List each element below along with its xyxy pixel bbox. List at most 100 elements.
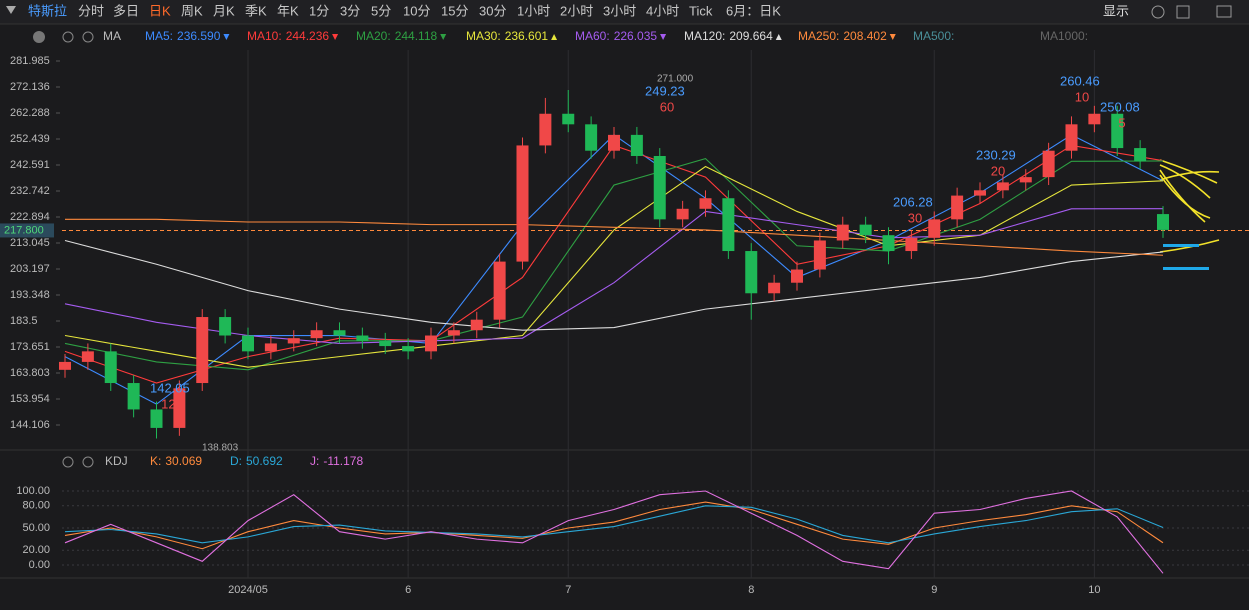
tab[interactable]: 3小时 — [603, 3, 636, 18]
trend-arrow — [551, 34, 558, 40]
trend-arrow — [223, 34, 230, 40]
annotation-sub: 30 — [908, 210, 922, 225]
symbol[interactable]: 特斯拉 — [28, 3, 67, 18]
ma-line — [64, 239, 1164, 331]
y-tick-label: 183.5 — [10, 315, 38, 327]
tab[interactable]: 4小时 — [646, 3, 679, 18]
forecast-band — [1163, 267, 1209, 270]
legend-name: MA30: — [466, 29, 501, 43]
y-tick-label: 20.00 — [22, 544, 50, 556]
tab[interactable]: 5分 — [371, 3, 391, 18]
tab[interactable]: 年K — [277, 3, 299, 18]
dropdown-icon[interactable] — [6, 6, 16, 14]
legend-value: 50.692 — [246, 454, 283, 468]
candle-body — [150, 409, 163, 428]
legend-name: J: — [310, 454, 319, 468]
annotation: 271.000 — [657, 74, 694, 85]
settings-icon[interactable] — [1151, 5, 1165, 19]
tab[interactable]: 30分 — [479, 3, 506, 18]
tab[interactable]: 1小时 — [517, 3, 550, 18]
display-menu[interactable]: 显示 — [1103, 3, 1129, 18]
candle-body — [1019, 177, 1032, 183]
ma-line — [64, 158, 1164, 371]
indicator-name: MA — [103, 29, 121, 43]
tab[interactable]: 1分 — [309, 3, 329, 18]
candle-body — [333, 330, 346, 336]
legend-value: 244.118 — [395, 29, 438, 43]
screenshot-icon[interactable] — [1216, 5, 1232, 18]
legend-name: D: — [230, 454, 242, 468]
forecast-band — [1163, 244, 1199, 247]
candle-body — [81, 351, 94, 362]
tab[interactable]: 10分 — [403, 3, 430, 18]
y-tick-label: 153.954 — [10, 393, 50, 405]
candle-body — [173, 388, 186, 428]
forecast-line — [1159, 164, 1211, 199]
last-price-label: 217.800 — [4, 224, 44, 236]
candle-body — [859, 224, 872, 236]
legend-name: MA20: — [356, 29, 391, 43]
legend-name: MA1000: — [1040, 29, 1088, 43]
ma-line — [64, 490, 1164, 574]
annotation: 260.46 — [1060, 73, 1100, 88]
toolbar-bg — [0, 0, 1249, 24]
collapse-icon[interactable] — [33, 31, 45, 43]
annotation-sub: 10 — [1075, 89, 1089, 104]
legend-value: -11.178 — [323, 454, 363, 468]
checkbox[interactable] — [1176, 5, 1190, 19]
y-tick-label: 0.00 — [29, 559, 50, 571]
y-tick-label: 252.439 — [10, 133, 50, 145]
candle-body — [516, 145, 529, 262]
trend-arrow — [889, 34, 896, 40]
candle-body — [470, 319, 483, 331]
candle-body — [1065, 124, 1078, 151]
annotation: 249.23 — [645, 83, 685, 98]
forecast-line — [1159, 174, 1211, 219]
candle-body — [425, 335, 437, 352]
candle-body — [219, 317, 232, 336]
plots: 特斯拉 分时 多日 日K 周K 月K 季K 年K 1分 3分 5分 10分 15分 30分 1小时 2小时 3小… — [0, 3, 1249, 596]
tab[interactable]: 月K — [213, 3, 235, 18]
tab[interactable]: 季K — [245, 3, 267, 18]
tab[interactable]: 3分 — [340, 3, 360, 18]
candle-body — [310, 330, 323, 339]
ma-line — [64, 501, 1164, 550]
annotation: 250.08 — [1100, 99, 1140, 114]
x-tick-label: 9 — [931, 584, 937, 596]
tab[interactable]: 日K — [149, 3, 171, 18]
candle-body — [493, 261, 506, 320]
candle-body — [356, 335, 369, 341]
settings-icon[interactable] — [62, 456, 74, 468]
candle-body — [951, 195, 964, 220]
settings-icon[interactable] — [62, 31, 74, 43]
legend-name: MA120: — [684, 29, 725, 43]
tab[interactable]: 多日 — [113, 3, 139, 18]
tab[interactable]: 6月：日K — [726, 3, 781, 18]
candle-body — [1088, 113, 1101, 125]
candle-body — [379, 340, 392, 347]
y-tick-label: 144.106 — [10, 419, 50, 431]
candle-body — [768, 282, 781, 294]
tab[interactable]: 分时 — [78, 3, 104, 18]
candle-body — [104, 351, 117, 384]
y-tick-label: 100.00 — [16, 485, 50, 497]
candle-body — [791, 269, 803, 283]
tab[interactable]: Tick — [689, 3, 713, 18]
forecast-line — [1159, 159, 1218, 184]
tab[interactable]: 2小时 — [560, 3, 593, 18]
close-icon[interactable] — [82, 456, 94, 468]
legend-name: MA10: — [247, 29, 282, 43]
legend-value: 236.601 — [505, 29, 549, 43]
y-tick-label: 262.288 — [10, 107, 50, 119]
candle-body — [1111, 113, 1124, 149]
y-tick-label: 50.00 — [22, 522, 50, 534]
candle-body — [127, 383, 140, 410]
legend-value: 30.069 — [165, 454, 202, 468]
close-icon[interactable] — [82, 31, 94, 43]
tab[interactable]: 15分 — [441, 3, 468, 18]
trend-arrow — [440, 34, 447, 40]
y-tick-label: 222.894 — [10, 211, 50, 223]
y-tick-label: 281.985 — [10, 55, 50, 67]
forecast-line — [1159, 170, 1220, 181]
tab[interactable]: 周K — [181, 3, 203, 18]
